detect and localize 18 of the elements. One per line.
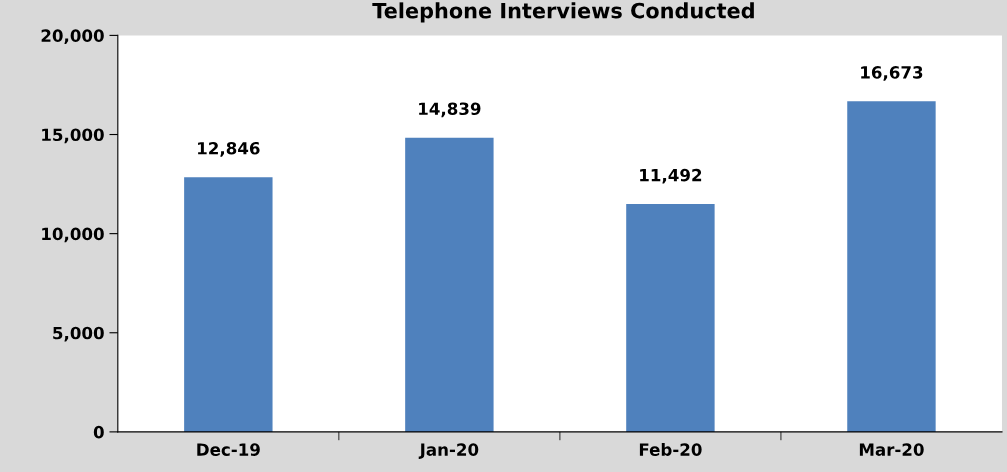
data-label: 16,673	[861, 66, 923, 81]
y-tick-label: 10,000	[42, 227, 104, 243]
y-tick-label: 5,000	[53, 326, 104, 342]
data-label: 14,839	[419, 102, 481, 118]
y-tick-label: 20,000	[41, 29, 104, 45]
data-label: 12,846	[198, 141, 260, 157]
bar	[626, 204, 715, 432]
y-tick-label: 15,000	[42, 128, 104, 144]
x-tick-label: Mar-20	[859, 443, 924, 456]
x-tick-label: Jan-20	[418, 443, 479, 459]
x-tick-label: Dec-19	[197, 443, 260, 456]
y-tick-label: 0	[93, 425, 104, 439]
chart-title: Telephone Interviews Conducted	[372, 2, 754, 23]
data-label: 11,492	[640, 168, 702, 184]
bar	[847, 101, 936, 432]
x-tick-label: Feb-20	[639, 442, 702, 456]
bar	[184, 177, 273, 432]
bar	[405, 137, 494, 432]
